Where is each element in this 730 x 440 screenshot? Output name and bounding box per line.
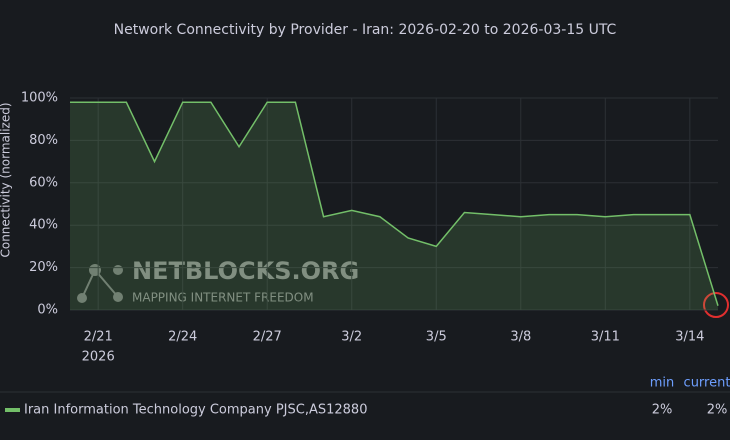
legend-stat-value: 2% [652,403,673,418]
y-tick-label: 80% [29,133,58,148]
y-tick-label: 20% [29,260,58,275]
x-tick-label: 2/21 [84,330,113,345]
y-tick-label: 100% [21,91,58,106]
legend-stat-header: current [684,376,730,391]
x-tick-label: 3/2 [341,330,362,345]
y-axis-label: Connectivity (normalized) [0,102,13,257]
x-tick-label: 2/27 [253,330,282,345]
y-tick-label: 40% [29,218,58,233]
legend-stat-header: min [650,376,675,391]
watermark-title: NETBLOCKS.ORG [132,257,359,285]
legend-label: Iran Information Technology Company PJSC… [24,403,367,418]
x-tick-label: 3/8 [510,330,531,345]
x-tick-label: 3/5 [426,330,447,345]
chart-title: Network Connectivity by Provider - Iran:… [114,22,617,38]
x-year-label: 2026 [82,350,115,365]
highlight-circle [703,292,729,318]
series-line [70,101,719,306]
x-tick-label: 2/24 [168,330,197,345]
watermark-subtitle: MAPPING INTERNET FREEDOM [132,291,314,305]
y-tick-label: 60% [29,175,58,190]
series-area [70,102,718,311]
x-tick-label: 3/14 [675,330,704,345]
y-tick-label: 0% [37,303,58,318]
x-tick-label: 3/11 [591,330,620,345]
legend-stat-value: 2% [707,403,728,418]
